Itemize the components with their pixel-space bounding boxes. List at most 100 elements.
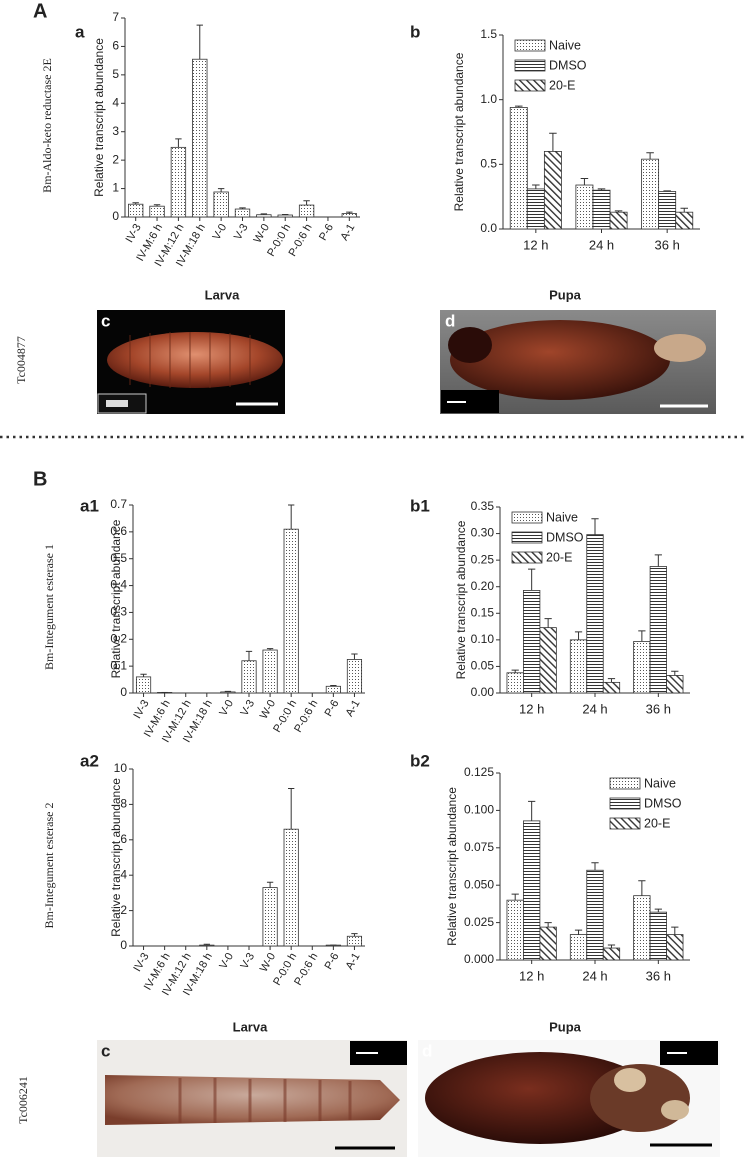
error-bar xyxy=(574,631,583,640)
y-tick-label: 10 xyxy=(114,761,128,775)
gene-label: Bm-Integument esterase 2 xyxy=(42,803,56,929)
bar xyxy=(649,566,667,694)
bar xyxy=(586,534,604,694)
legend-swatch xyxy=(511,511,543,524)
error-bar xyxy=(544,618,552,628)
photo-letter: c xyxy=(101,1041,110,1060)
bar xyxy=(666,934,684,961)
error-bar xyxy=(351,933,358,937)
x-tick-label: V-0 xyxy=(217,951,236,971)
legend-label: Naive xyxy=(546,510,578,524)
bar xyxy=(256,214,272,218)
y-tick-label: 0.7 xyxy=(110,497,127,511)
error-bar xyxy=(591,862,599,871)
x-tick-label: IV-3 xyxy=(131,951,151,974)
bar xyxy=(262,649,278,694)
error-bar xyxy=(549,132,557,152)
x-tick-label: V-0 xyxy=(217,698,236,718)
bar xyxy=(586,869,604,961)
bar xyxy=(523,590,541,694)
gene-label: Bm-Aldo-keto reductase 2E xyxy=(40,58,54,193)
y-tick-label: 1 xyxy=(112,181,119,195)
error-bar xyxy=(266,881,274,888)
y-tick-label: 7 xyxy=(112,10,119,24)
bar xyxy=(675,211,694,230)
error-bar xyxy=(607,944,616,949)
bar xyxy=(241,660,257,694)
x-tick-label: 24 h xyxy=(582,701,607,716)
section-letter: B xyxy=(33,468,47,490)
y-tick-label: 0.6 xyxy=(110,524,127,538)
bar xyxy=(602,681,621,694)
y-tick-label: 0.15 xyxy=(471,605,495,619)
y-tick-label: 0.2 xyxy=(110,631,127,645)
error-bar xyxy=(511,669,519,673)
legend-swatch xyxy=(511,531,543,544)
bar xyxy=(543,150,562,230)
x-tick-label: V-0 xyxy=(211,222,230,242)
y-tick-label: 0.050 xyxy=(464,877,494,891)
y-tick-label: 0.5 xyxy=(480,157,497,171)
y-tick-label: 1.0 xyxy=(480,92,497,106)
gene-id: Tc004877 xyxy=(14,336,28,384)
x-tick-label: A-1 xyxy=(338,222,357,243)
bar xyxy=(506,899,524,961)
y-axis-label: Relative transcript abundance xyxy=(445,787,459,946)
bar xyxy=(506,672,524,694)
bar xyxy=(539,926,557,961)
photo: c xyxy=(97,1040,407,1157)
bar xyxy=(170,146,187,218)
bar xyxy=(641,158,660,230)
y-tick-label: 0.100 xyxy=(464,803,494,817)
photo: d xyxy=(440,310,716,414)
bar xyxy=(592,189,611,230)
bar xyxy=(666,675,684,694)
photo-letter: d xyxy=(445,311,455,330)
legend-label: 20-E xyxy=(546,550,572,564)
legend-label: 20-E xyxy=(549,78,575,92)
x-tick-label: P-6 xyxy=(317,222,336,243)
legend-swatch xyxy=(514,79,546,92)
error-bar xyxy=(132,202,139,205)
error-bar xyxy=(532,184,540,189)
stage-label: Larva xyxy=(205,287,240,302)
x-tick-label: IV-3 xyxy=(124,222,144,245)
y-tick-label: 5 xyxy=(112,67,119,81)
y-tick-label: 0.10 xyxy=(471,632,495,646)
error-bar xyxy=(591,518,599,535)
x-tick-label: 12 h xyxy=(519,968,544,983)
y-tick-label: 0.3 xyxy=(110,605,127,619)
legend-swatch xyxy=(511,551,543,564)
stage-label: Pupa xyxy=(549,287,582,302)
bar xyxy=(135,676,152,694)
error-bar xyxy=(654,908,662,913)
bar xyxy=(128,203,144,218)
x-tick-label: P-6 xyxy=(323,698,342,719)
error-bar xyxy=(663,190,671,192)
error-bar xyxy=(288,504,295,530)
bar xyxy=(569,639,588,694)
error-bar xyxy=(671,926,679,935)
legend-label: DMSO xyxy=(549,58,587,72)
bar xyxy=(633,895,651,961)
y-tick-label: 0.000 xyxy=(464,952,494,966)
legend-swatch xyxy=(514,59,546,72)
error-bar xyxy=(528,568,536,591)
bar xyxy=(213,191,229,218)
y-axis-label: Relative transcript abundance xyxy=(92,38,106,197)
y-tick-label: 0.20 xyxy=(471,579,495,593)
bar xyxy=(658,191,677,230)
error-bar xyxy=(654,554,662,567)
error-bar xyxy=(607,678,616,683)
panel-letter: b1 xyxy=(410,496,430,515)
y-tick-label: 1.5 xyxy=(480,27,497,41)
panel-letter: b xyxy=(410,22,420,41)
bar xyxy=(325,685,341,694)
y-tick-label: 4 xyxy=(120,867,127,881)
x-tick-label: P-6 xyxy=(323,951,342,972)
x-tick-label: V-3 xyxy=(238,951,257,971)
error-bar xyxy=(638,880,646,896)
y-tick-label: 0.25 xyxy=(471,552,495,566)
bar xyxy=(234,208,251,218)
